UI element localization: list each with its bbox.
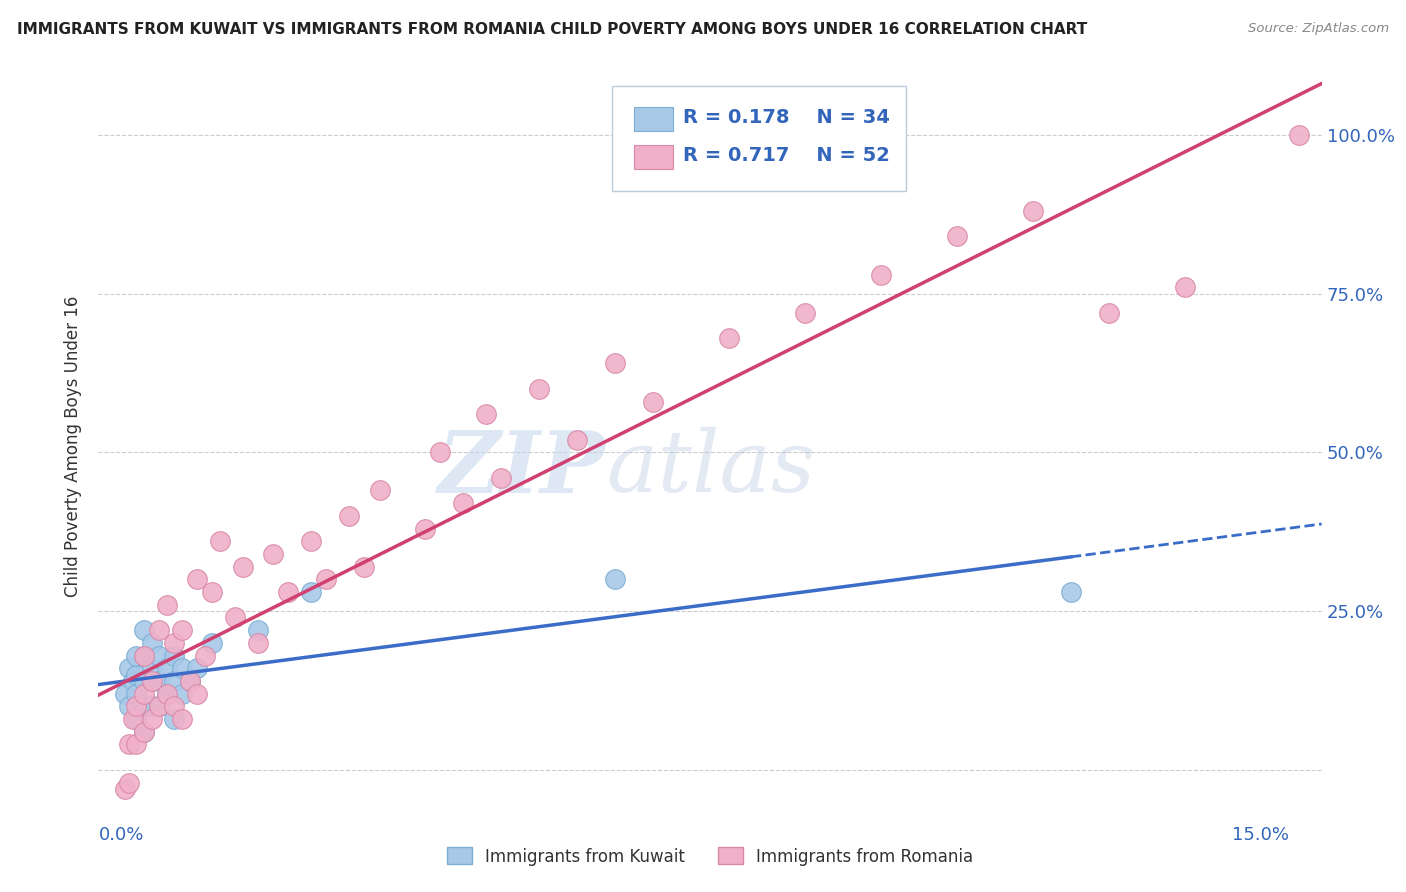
Point [232,559,254,574]
Text: atlas: atlas [606,427,815,510]
Point [527,382,550,396]
Text: R = 0.178    N = 34: R = 0.178 N = 34 [683,108,890,128]
Point [163,636,186,650]
FancyBboxPatch shape [634,145,673,169]
Point [201,585,224,599]
Y-axis label: Child Poverty Among Boys Under 16: Child Poverty Among Boys Under 16 [65,295,83,597]
Text: IMMIGRANTS FROM KUWAIT VS IMMIGRANTS FROM ROMANIA CHILD POVERTY AMONG BOYS UNDER: IMMIGRANTS FROM KUWAIT VS IMMIGRANTS FRO… [17,22,1087,37]
FancyBboxPatch shape [634,107,673,131]
Point [163,699,186,714]
Point [475,407,498,421]
Point [156,661,179,675]
Text: R = 0.717    N = 52: R = 0.717 N = 52 [683,145,890,165]
Point [118,699,141,714]
Point [170,712,193,726]
Point [156,598,179,612]
Point [148,673,170,688]
Point [132,724,155,739]
Point [118,738,141,752]
Point [641,394,664,409]
Point [946,229,969,244]
Point [315,572,337,586]
Point [170,623,193,637]
Point [132,699,155,714]
Point [429,445,451,459]
Point [179,673,201,688]
Point [201,636,224,650]
Point [114,687,136,701]
Point [141,661,163,675]
Point [353,559,375,574]
Point [156,687,179,701]
Point [132,648,155,663]
Text: Source: ZipAtlas.com: Source: ZipAtlas.com [1249,22,1389,36]
Point [246,636,269,650]
Point [299,585,322,599]
Point [125,648,148,663]
Point [603,356,626,370]
Point [603,572,626,586]
Point [565,433,588,447]
Point [141,673,163,688]
Point [132,724,155,739]
Point [125,667,148,681]
Point [794,306,817,320]
Point [114,781,136,796]
Point [118,661,141,675]
Point [451,496,474,510]
Point [163,648,186,663]
Point [132,687,155,701]
Point [718,331,741,345]
Point [1098,306,1121,320]
Point [163,712,186,726]
Point [170,687,193,701]
Point [163,673,186,688]
Point [368,483,391,498]
Point [186,572,208,586]
Point [224,610,246,624]
Point [413,522,436,536]
Point [125,712,148,726]
Point [148,623,170,637]
Point [141,673,163,688]
Point [299,534,322,549]
Point [121,673,143,688]
Point [1060,585,1083,599]
Point [118,775,141,789]
Point [262,547,284,561]
Legend: Immigrants from Kuwait, Immigrants from Romania: Immigrants from Kuwait, Immigrants from … [440,841,980,872]
Point [141,699,163,714]
Point [170,661,193,675]
Point [132,623,155,637]
Point [194,648,217,663]
Point [489,471,512,485]
Point [156,687,179,701]
Point [121,712,143,726]
Point [132,673,155,688]
Point [125,738,148,752]
Point [186,661,208,675]
Point [246,623,269,637]
Point [186,687,208,701]
Point [148,699,170,714]
Point [148,699,170,714]
Text: ZIP: ZIP [439,426,606,510]
Point [141,712,163,726]
Point [179,673,201,688]
Point [1022,204,1045,219]
Point [125,687,148,701]
Point [141,636,163,650]
Point [148,648,170,663]
Point [208,534,231,549]
Point [1288,128,1310,142]
Point [870,268,893,282]
FancyBboxPatch shape [612,87,905,191]
Point [277,585,299,599]
Point [337,508,360,523]
Point [125,699,148,714]
Point [132,648,155,663]
Point [1174,280,1197,294]
